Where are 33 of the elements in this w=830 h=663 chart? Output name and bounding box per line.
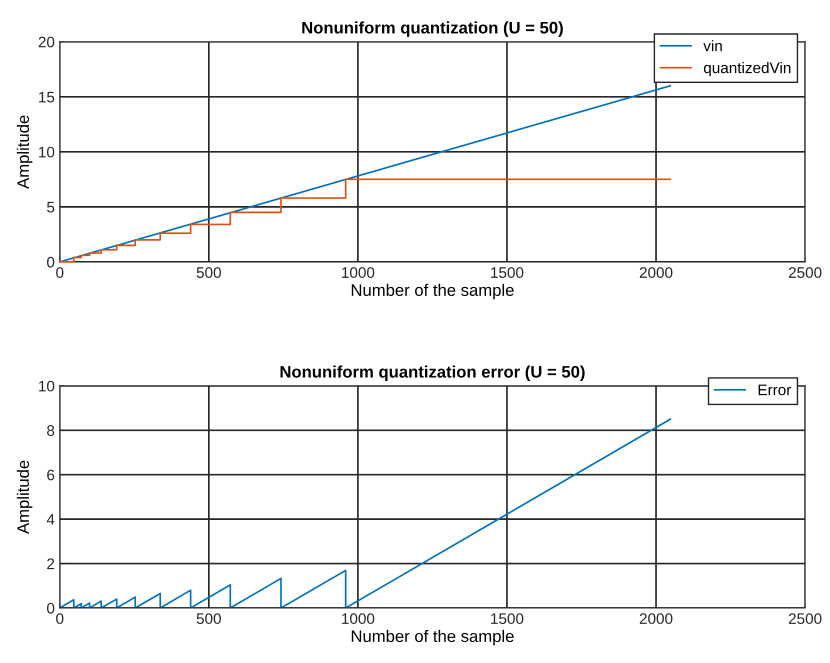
x-tick-label: 1500: [491, 267, 524, 278]
y-tick-label: 8: [47, 425, 54, 436]
legend-label: quantizedVin: [704, 62, 790, 76]
y-tick-label: 0: [47, 256, 54, 268]
x-tick-label: 500: [196, 613, 221, 624]
x-tick-label: 500: [196, 267, 221, 278]
legend-label: vin: [703, 40, 722, 52]
x-axis-title: Number of the sample: [352, 284, 514, 300]
x-tick-label: 2000: [640, 267, 672, 278]
y-tick-label: 20: [38, 36, 54, 48]
y-tick-label: 10: [39, 146, 54, 158]
line-series: [60, 418, 672, 608]
x-axis-title: Number of the sample: [352, 630, 514, 646]
y-tick-label: 0: [47, 602, 54, 614]
x-tick-label: 1000: [342, 613, 374, 624]
x-tick-label: 2500: [788, 613, 822, 624]
x-tick-label: 1500: [491, 613, 524, 624]
y-tick-label: 6: [47, 470, 54, 480]
legend-label: Error: [758, 384, 792, 396]
y-tick-label: 15: [39, 92, 54, 102]
x-tick-label: 2000: [640, 613, 672, 624]
y-tick-label: 2: [47, 558, 54, 570]
y-tick-label: 4: [46, 514, 54, 525]
x-tick-label: 1000: [342, 267, 374, 278]
x-tick-label: 2500: [788, 267, 822, 278]
y-axis-title: Amplitude: [16, 116, 32, 189]
chart-title: Nonuniform quantization error (U = 50): [280, 365, 585, 381]
y-tick-label: 5: [47, 202, 54, 213]
x-tick-label: 0: [56, 267, 64, 278]
y-tick-label: 10: [39, 380, 54, 392]
chart-title: Nonuniform quantization (U = 50): [302, 21, 563, 37]
y-axis-title: Amplitude: [16, 460, 32, 534]
x-tick-label: 0: [56, 613, 64, 624]
